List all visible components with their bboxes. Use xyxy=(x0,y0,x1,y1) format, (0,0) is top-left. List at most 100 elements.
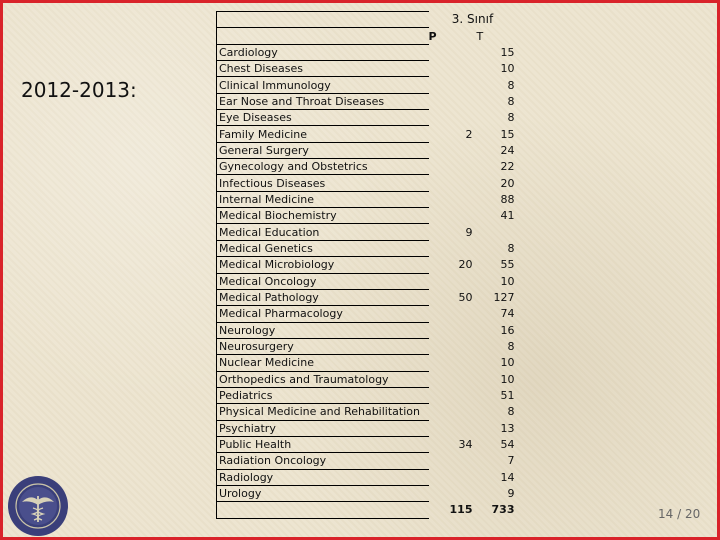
course-name-cell: Medical Oncology xyxy=(216,272,429,290)
total-t-cell: 733 xyxy=(491,503,515,517)
table-row: Gynecology and Obstetrics 22 xyxy=(216,158,517,176)
table-row: Medical Microbiology 20 55 xyxy=(216,256,517,274)
t-count-cell: 13 xyxy=(500,421,515,435)
p-count-cell: 20 xyxy=(458,258,473,272)
p-count-cell xyxy=(429,77,475,93)
table-row: Family Medicine 2 15 xyxy=(216,125,517,143)
t-count-cell: 16 xyxy=(500,323,515,337)
table-row: General Surgery 24 xyxy=(216,141,517,160)
table-row: Orthopedics and Traumatology 10 xyxy=(216,370,517,388)
t-count-cell: 8 xyxy=(507,241,515,255)
p-count-cell xyxy=(429,273,475,289)
course-name-cell: Psychiatry xyxy=(216,419,429,437)
group-header: 3. Sınıf xyxy=(451,12,494,27)
t-count-cell: 15 xyxy=(500,127,515,141)
col-header-t: T xyxy=(476,29,484,43)
course-table: 3. Sınıf P T Cardiology 15 Chest Diseases 1… xyxy=(216,10,517,519)
table-row: Neurosurgery 8 xyxy=(216,337,517,356)
table-row: Clinical Immunology 8 xyxy=(216,76,517,94)
p-count-cell xyxy=(429,240,475,256)
p-count-cell xyxy=(429,208,475,224)
p-count-cell xyxy=(429,485,475,501)
table-subheader-row: P T xyxy=(216,27,517,45)
course-name-cell: General Surgery xyxy=(216,141,429,160)
header-blank-cell xyxy=(216,10,429,29)
p-count-cell xyxy=(429,110,475,126)
course-name-cell: Public Health xyxy=(216,435,429,454)
p-count-cell xyxy=(429,322,475,338)
course-name-cell: Clinical Immunology xyxy=(216,76,429,94)
p-count-cell xyxy=(429,61,475,77)
table-header-row: 3. Sınıf xyxy=(216,10,517,29)
course-name-cell: Gynecology and Obstetrics xyxy=(216,158,429,176)
course-name-cell: Eye Diseases xyxy=(216,109,429,127)
university-seal-icon xyxy=(8,476,68,536)
p-count-cell xyxy=(429,93,475,109)
table-row: Chest Diseases 10 xyxy=(216,60,517,78)
table-row: Nuclear Medicine 10 xyxy=(216,354,517,372)
t-count-cell: 24 xyxy=(500,143,515,157)
t-count-cell: 127 xyxy=(493,291,515,305)
course-name-cell: Pediatrics xyxy=(216,386,429,405)
p-count-cell xyxy=(429,404,475,420)
p-count-cell xyxy=(429,387,475,403)
course-name-cell: Medical Biochemistry xyxy=(216,207,429,225)
table-row: Internal Medicine 88 xyxy=(216,190,517,209)
t-count-cell: 8 xyxy=(507,340,515,354)
p-count-cell xyxy=(429,159,475,175)
p-count-cell xyxy=(429,371,475,387)
t-count-cell: 10 xyxy=(500,372,515,386)
t-count-cell: 41 xyxy=(500,209,515,223)
t-count-cell: 8 xyxy=(507,111,515,125)
total-blank-cell xyxy=(216,501,429,519)
table-row: Neurology 16 xyxy=(216,321,517,339)
course-name-cell: Infectious Diseases xyxy=(216,174,429,192)
t-count-cell: 10 xyxy=(500,356,515,370)
t-count-cell xyxy=(475,224,517,240)
course-name-cell: Neurosurgery xyxy=(216,337,429,356)
course-name-cell: Medical Microbiology xyxy=(216,256,429,274)
course-name-cell: Nuclear Medicine xyxy=(216,354,429,372)
table-row: Eye Diseases 8 xyxy=(216,109,517,127)
col-header-p: P xyxy=(428,29,437,43)
p-count-cell: 34 xyxy=(458,438,473,452)
table-row: Urology 9 xyxy=(216,484,517,503)
table-row: Infectious Diseases 20 xyxy=(216,174,517,192)
table-row: Medical Education 9 xyxy=(216,223,517,241)
subheader-blank-cell xyxy=(216,27,429,45)
p-count-cell xyxy=(429,44,475,60)
table-row: Physical Medicine and Rehabilitation 8 xyxy=(216,403,517,421)
t-count-cell: 55 xyxy=(500,258,515,272)
t-count-cell: 10 xyxy=(500,274,515,288)
p-count-cell: 2 xyxy=(465,127,473,141)
t-count-cell: 14 xyxy=(500,470,515,484)
p-count-cell xyxy=(429,355,475,371)
t-count-cell: 74 xyxy=(500,307,515,321)
course-name-cell: Medical Pharmacology xyxy=(216,305,429,323)
table-row: Cardiology 15 xyxy=(216,43,517,62)
t-count-cell: 54 xyxy=(500,438,515,452)
page-indicator: 14 / 20 xyxy=(658,507,701,521)
table-row: Radiology 14 xyxy=(216,468,517,486)
course-name-cell: Ear Nose and Throat Diseases xyxy=(216,92,429,111)
t-count-cell: 15 xyxy=(500,45,515,59)
course-name-cell: Family Medicine xyxy=(216,125,429,143)
course-name-cell: Medical Pathology xyxy=(216,288,429,307)
p-count-cell xyxy=(429,191,475,207)
table-row: Medical Biochemistry 41 xyxy=(216,207,517,225)
table-row: Medical Pharmacology 74 xyxy=(216,305,517,323)
t-count-cell: 20 xyxy=(500,176,515,190)
table-row: Medical Oncology 10 xyxy=(216,272,517,290)
course-name-cell: Cardiology xyxy=(216,43,429,62)
p-count-cell xyxy=(429,469,475,485)
p-count-cell: 9 xyxy=(465,225,473,239)
course-name-cell: Neurology xyxy=(216,321,429,339)
course-name-cell: Physical Medicine and Rehabilitation xyxy=(216,403,429,421)
course-name-cell: Internal Medicine xyxy=(216,190,429,209)
course-name-cell: Urology xyxy=(216,484,429,503)
t-count-cell: 9 xyxy=(507,487,515,501)
table-row: Pediatrics 51 xyxy=(216,386,517,405)
t-count-cell: 8 xyxy=(507,94,515,108)
p-count-cell xyxy=(429,338,475,354)
p-count-cell xyxy=(429,175,475,191)
